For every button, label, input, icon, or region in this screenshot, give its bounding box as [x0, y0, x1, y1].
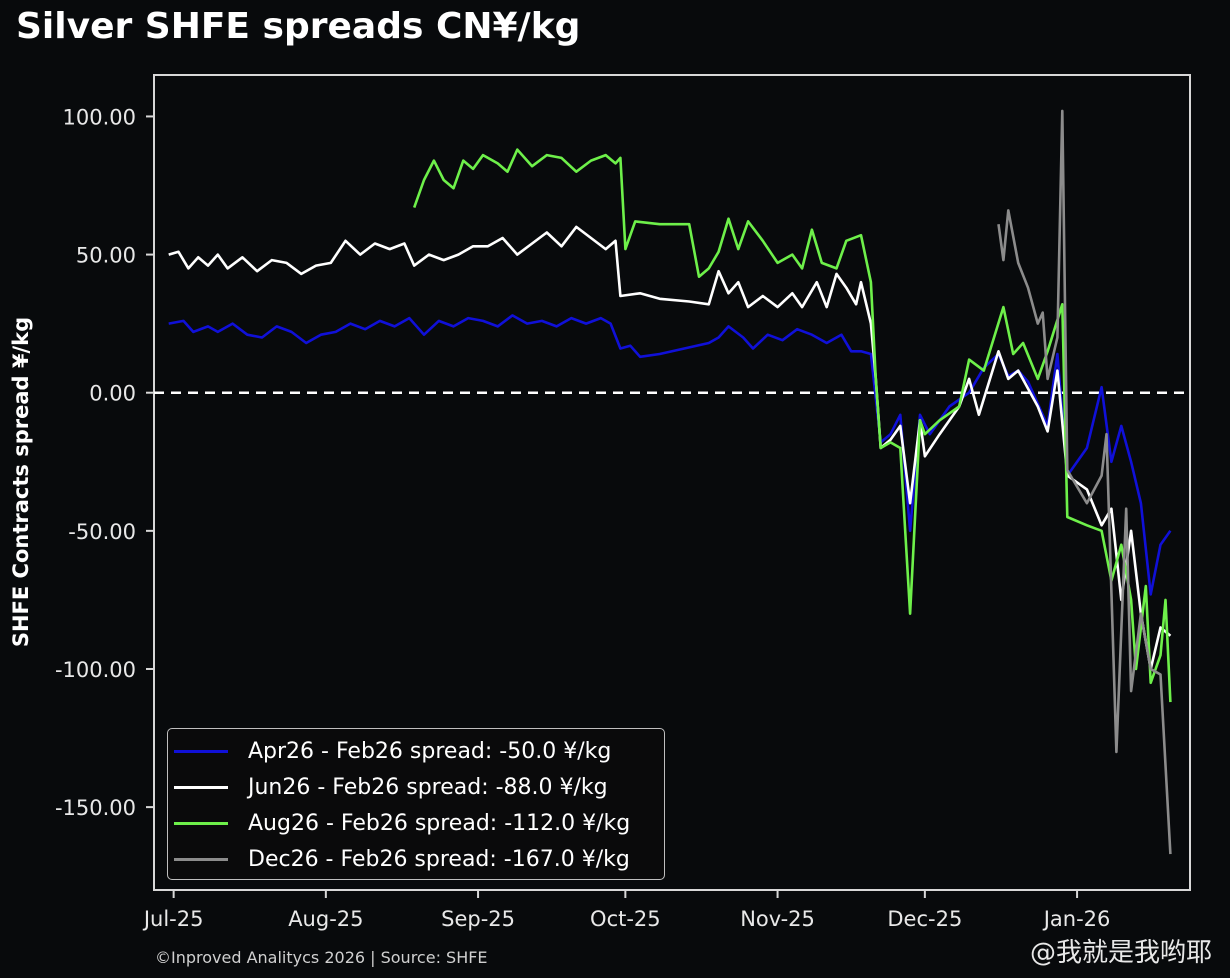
y-tick-label: 0.00 — [89, 382, 136, 406]
legend-item: Dec26 - Feb26 spread: -167.0 ¥/kg — [174, 841, 664, 877]
x-tick-label: Dec-25 — [887, 907, 962, 931]
series-line-4 — [997, 109, 1172, 855]
legend-label: Dec26 - Feb26 spread: -167.0 ¥/kg — [248, 846, 630, 872]
legend-label: Jun26 - Feb26 spread: -88.0 ¥/kg — [248, 774, 608, 800]
y-tick-label: -150.00 — [55, 796, 136, 820]
legend-item: Apr26 - Feb26 spread: -50.0 ¥/kg — [174, 733, 664, 769]
legend-item: Aug26 - Feb26 spread: -112.0 ¥/kg — [174, 805, 664, 841]
x-tick-label: Sep-25 — [441, 907, 515, 931]
x-tick-label: Aug-25 — [288, 907, 363, 931]
axis-ticks: 100.00 50.00 0.00 -50.00 -100.00 -150.00 Jul-2… — [55, 105, 1110, 931]
watermark: @我就是我哟耶 — [1029, 938, 1212, 968]
x-tick-label: Nov-25 — [740, 907, 815, 931]
series-line-3 — [412, 148, 1172, 703]
y-tick-label: 100.00 — [63, 105, 136, 129]
y-tick-label: -50.00 — [68, 520, 136, 544]
y-tick-label: 50.00 — [76, 244, 136, 268]
series-line-1 — [168, 314, 1172, 596]
x-tick-label: Jul-25 — [142, 907, 204, 931]
plot-frame — [153, 74, 1191, 891]
legend-swatch — [174, 785, 228, 789]
series-lines — [168, 109, 1172, 855]
legend-item: Jun26 - Feb26 spread: -88.0 ¥/kg — [174, 769, 664, 805]
y-tick-label: -100.00 — [55, 658, 136, 682]
legend-swatch — [174, 821, 228, 825]
axes-frame — [153, 74, 1191, 891]
y-axis-label: SHFE Contracts spread ¥/kg — [9, 317, 33, 647]
legend-swatch — [174, 749, 228, 753]
source-credit: ©Inproved Analitycs 2026 | Source: SHFE — [155, 948, 488, 967]
x-tick-label: Jan-26 — [1042, 907, 1111, 931]
x-tick-label: Oct-25 — [590, 907, 661, 931]
legend-label: Apr26 - Feb26 spread: -50.0 ¥/kg — [248, 738, 612, 764]
legend-swatch — [174, 857, 228, 861]
series-line-2 — [168, 225, 1172, 671]
legend: Apr26 - Feb26 spread: -50.0 ¥/kg Jun26 - … — [167, 728, 665, 880]
legend-label: Aug26 - Feb26 spread: -112.0 ¥/kg — [248, 810, 631, 836]
chart-title: Silver SHFE spreads CN¥/kg — [16, 6, 581, 47]
